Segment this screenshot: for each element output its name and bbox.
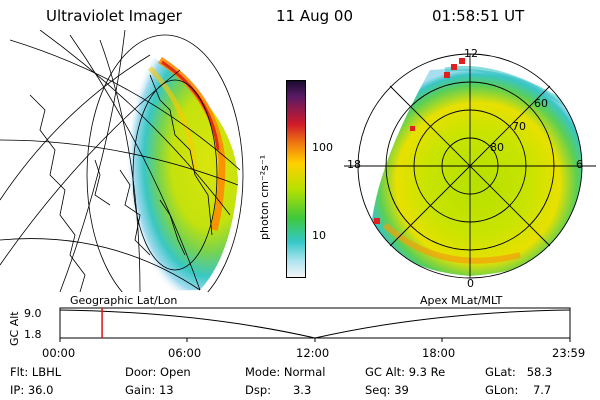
colorbar-tick-10: 10 bbox=[312, 229, 326, 242]
timeline-y-tick-top: 9.0 bbox=[24, 307, 42, 320]
altitude-curve bbox=[59, 309, 571, 339]
lat-label-80: 80 bbox=[490, 141, 504, 154]
right-panel-caption: Apex MLat/MLT bbox=[420, 294, 503, 307]
status-dsp: Dsp: 3.3 bbox=[245, 383, 312, 397]
mlt-label-6: 6 bbox=[576, 158, 583, 171]
timeline-x-tick-1800: 18:00 bbox=[422, 346, 456, 360]
status-gain: Gain: 13 bbox=[125, 383, 174, 397]
status-glon: GLon: 7.7 bbox=[485, 383, 552, 397]
colorbar-tick-100: 100 bbox=[312, 141, 333, 154]
mlt-label-0: 0 bbox=[467, 277, 474, 290]
status-ip: IP: 36.0 bbox=[10, 383, 54, 397]
app-title: Ultraviolet Imager bbox=[46, 7, 182, 25]
left-panel-caption: Geographic Lat/Lon bbox=[70, 294, 178, 307]
timeline-x-tick-1200: 12:00 bbox=[296, 346, 330, 360]
status-glat: GLat: 58.3 bbox=[485, 365, 553, 379]
time-label: 01:58:51 UT bbox=[432, 7, 525, 25]
status-door: Door: Open bbox=[125, 365, 191, 379]
timeline-y-tick-bottom: 1.8 bbox=[24, 328, 42, 341]
mlt-label-12: 12 bbox=[464, 47, 478, 60]
status-gc-alt: GC Alt: 9.3 Re bbox=[365, 365, 446, 379]
timeline-x-tick-2359: 23:59 bbox=[552, 346, 586, 360]
timeline-x-tick-0000: 00:00 bbox=[42, 346, 76, 360]
status-flt: Flt: LBHL bbox=[10, 365, 62, 379]
lat-label-60: 60 bbox=[534, 97, 548, 110]
mlt-label-18: 18 bbox=[347, 158, 361, 171]
status-seq: Seq: 39 bbox=[365, 383, 409, 397]
status-mode: Mode: Normal bbox=[245, 365, 326, 379]
timeline-x-tick-0600: 06:00 bbox=[168, 346, 202, 360]
colorbar bbox=[286, 80, 306, 278]
lat-label-70: 70 bbox=[512, 120, 526, 133]
date-label: 11 Aug 00 bbox=[276, 7, 353, 25]
